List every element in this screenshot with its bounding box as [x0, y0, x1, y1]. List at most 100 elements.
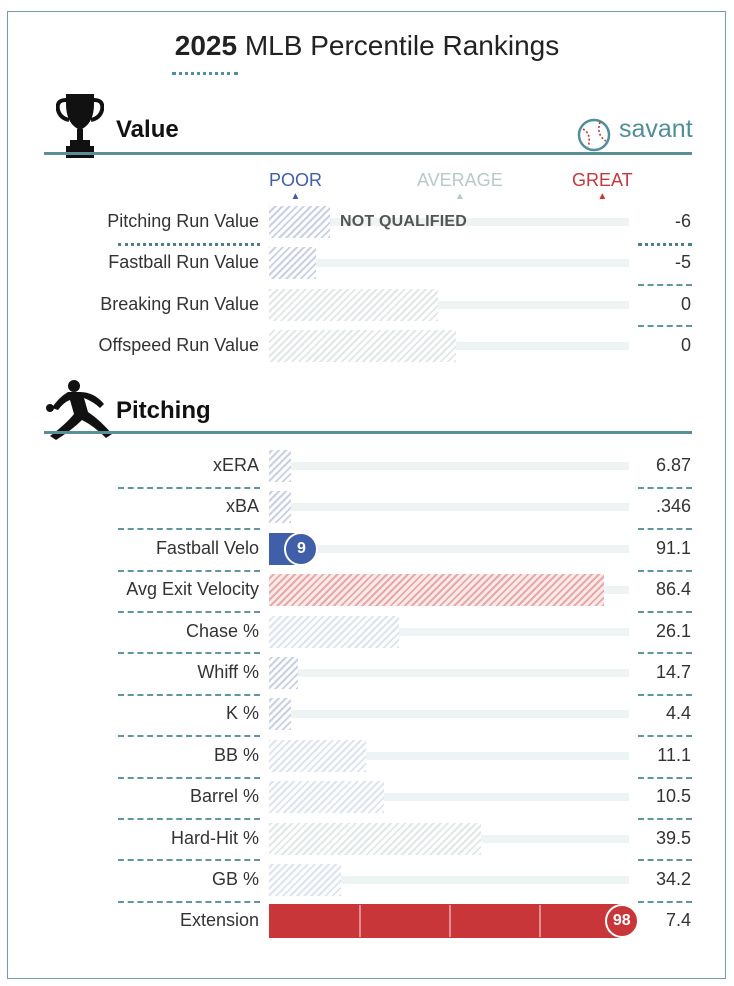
metric-label: K % [225, 703, 259, 724]
percentile-bar[interactable] [269, 781, 385, 814]
row-divider [638, 569, 692, 572]
metric-value: 14.7 [655, 662, 691, 682]
percentile-bar[interactable] [269, 450, 291, 482]
row-divider [638, 859, 692, 862]
percentile-badge: 98 [604, 904, 639, 939]
section-title-pitching: Pitching [116, 397, 211, 424]
metric-value: 86.4 [655, 579, 691, 600]
track [269, 300, 629, 309]
page-title: 2025 MLB Percentile Rankings [174, 30, 560, 61]
metric-value: 11.1 [657, 744, 691, 765]
metric-label: xERA [212, 455, 259, 475]
metric-value: -6 [674, 211, 691, 231]
header-great: GREAT ▲ [572, 170, 633, 202]
section-divider-pitching [44, 431, 692, 434]
title-underline [172, 72, 238, 75]
row-divider [638, 776, 692, 779]
row-divider [118, 776, 260, 779]
metric-value: 7.4 [665, 910, 691, 931]
row-divider [638, 528, 692, 531]
percentile-bar[interactable] [269, 864, 341, 896]
percentile-bar[interactable] [269, 904, 622, 939]
percentile-bar[interactable] [269, 574, 604, 607]
metric-label: Avg Exit Velocity [126, 579, 259, 600]
section-divider-value [44, 152, 692, 155]
row-divider [118, 610, 260, 613]
row-divider [638, 610, 692, 613]
row-divider [118, 735, 260, 738]
row-divider [638, 486, 692, 489]
percentile-bar[interactable] [269, 739, 367, 772]
row-divider [118, 528, 260, 531]
metric-label: Whiff % [197, 662, 259, 682]
track [269, 876, 629, 884]
row-divider [638, 283, 692, 286]
row-divider [638, 652, 692, 655]
percentile-bar[interactable] [269, 822, 482, 855]
metric-label: GB % [211, 869, 259, 889]
metric-label: Offspeed Run Value [98, 334, 259, 355]
track [269, 627, 629, 636]
row-divider [118, 900, 260, 903]
percentile-bar[interactable] [269, 491, 291, 524]
baseball-icon [577, 118, 611, 152]
metric-label: BB % [213, 744, 259, 765]
quartile-tick [359, 905, 361, 938]
track [269, 669, 629, 677]
row-divider [118, 859, 260, 862]
row-divider [118, 693, 260, 696]
row-divider [118, 486, 260, 489]
percentile-badge: 9 [284, 531, 319, 566]
percentile-bar[interactable] [269, 657, 298, 689]
metric-label: Pitching Run Value [107, 211, 259, 231]
poor-marker-icon: ▲ [290, 191, 301, 202]
rankings-card [7, 11, 726, 979]
quartile-tick [449, 905, 451, 938]
metric-value: .346 [655, 496, 691, 517]
section-title-value: Value [116, 116, 179, 143]
track [269, 259, 629, 268]
percentile-bar[interactable] [269, 329, 457, 362]
metric-value: 0 [680, 334, 691, 355]
percentile-bar[interactable] [269, 288, 439, 321]
track [269, 751, 629, 760]
header-poor: POOR ▲ [269, 170, 323, 202]
row-divider [638, 693, 692, 696]
average-marker-icon: ▲ [454, 191, 465, 202]
track [269, 793, 629, 802]
percentile-bar[interactable] [269, 615, 399, 648]
not-qualified-label: NOT QUALIFIED [340, 213, 468, 230]
metric-value: 6.87 [655, 455, 691, 475]
metric-label: Fastball Run Value [108, 252, 259, 273]
row-divider [118, 569, 260, 572]
metric-label: Chase % [185, 620, 259, 641]
track [269, 544, 629, 553]
metric-value: 4.4 [665, 703, 691, 724]
metric-value: 39.5 [655, 827, 691, 848]
metric-value: 10.5 [655, 786, 691, 807]
track [269, 710, 629, 719]
metric-value: 91.1 [655, 537, 691, 558]
track [269, 503, 629, 512]
percentile-bar[interactable] [269, 206, 331, 238]
great-marker-icon: ▲ [597, 191, 608, 202]
row-divider [118, 242, 260, 246]
percentile-bar[interactable] [269, 247, 316, 280]
metric-value: -5 [674, 252, 691, 273]
row-divider [638, 242, 692, 246]
row-divider [638, 325, 692, 328]
percentile-bar[interactable] [269, 698, 291, 731]
metric-value: 0 [680, 293, 691, 314]
row-divider [118, 817, 260, 820]
brand-name[interactable]: savant [619, 115, 693, 143]
metric-label: xBA [225, 496, 259, 517]
row-divider [638, 817, 692, 820]
metric-label: Barrel % [189, 786, 259, 807]
row-divider [638, 900, 692, 903]
track [269, 462, 629, 470]
header-average: AVERAGE ▲ [417, 170, 503, 202]
quartile-tick [539, 905, 541, 938]
metric-label: Hard-Hit % [170, 827, 259, 848]
metric-value: 34.2 [655, 869, 691, 889]
metric-label: Extension [179, 910, 259, 931]
